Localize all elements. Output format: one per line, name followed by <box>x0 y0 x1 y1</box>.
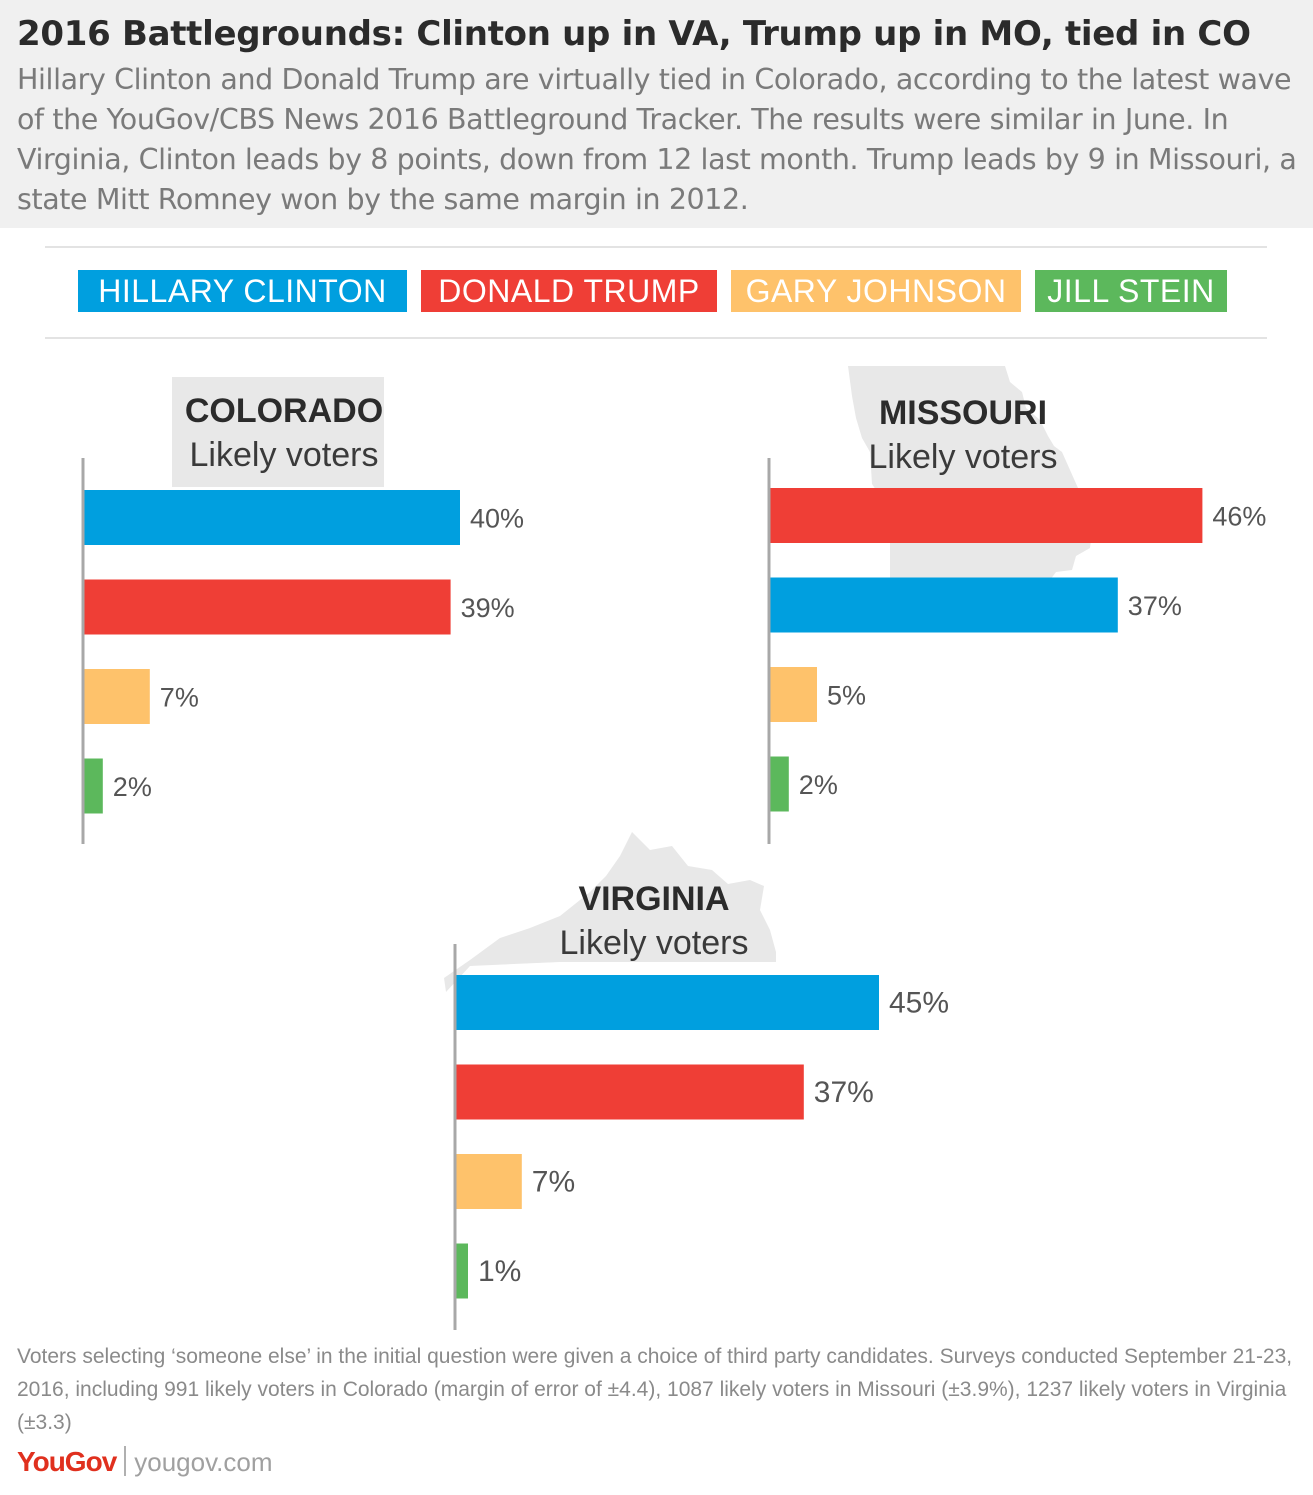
page-title: 2016 Battlegrounds: Clinton up in VA, Tr… <box>17 14 1251 54</box>
divider-bottom <box>45 337 1267 339</box>
value-label-stein: 2% <box>799 770 838 800</box>
value-label-johnson: 7% <box>160 683 199 713</box>
legend-item-trump: DONALD TRUMP <box>421 270 717 312</box>
chart-title: MISSOURI <box>878 394 1048 432</box>
bar-trump <box>84 579 451 635</box>
yougov-logo: YouGov <box>17 1446 117 1477</box>
chart-title: COLORADO <box>184 392 384 430</box>
value-label-trump: 39% <box>461 593 515 623</box>
bar-clinton <box>84 490 460 545</box>
value-label-clinton: 45% <box>889 987 949 1020</box>
chart-title: VIRGINIA <box>578 880 730 918</box>
bar-trump <box>456 1064 804 1120</box>
bar-stein <box>84 758 103 814</box>
brand-url[interactable]: yougov.com <box>134 1447 273 1477</box>
value-label-johnson: 7% <box>532 1166 575 1199</box>
legend-label: JILL STEIN <box>1047 273 1215 309</box>
value-label-trump: 46% <box>1212 502 1266 532</box>
bar-clinton <box>456 975 879 1030</box>
footnote: Voters selecting ‘someone else’ in the i… <box>17 1345 1293 1434</box>
value-label-trump: 37% <box>814 1076 874 1109</box>
legend-label: DONALD TRUMP <box>438 273 700 309</box>
value-label-clinton: 37% <box>1128 591 1182 621</box>
virginia-map-icon <box>444 832 776 992</box>
bar-johnson <box>84 669 150 724</box>
divider-top <box>45 246 1267 248</box>
legend-item-johnson: GARY JOHNSON <box>731 270 1021 312</box>
header-band: 2016 Battlegrounds: Clinton up in VA, Tr… <box>0 0 1313 228</box>
chart-subtitle: Likely voters <box>868 438 1058 476</box>
brand: YouGov yougov.com <box>17 1446 273 1478</box>
value-label-stein: 1% <box>478 1255 521 1288</box>
legend-label: HILLARY CLINTON <box>98 273 387 309</box>
legend-item-stein: JILL STEIN <box>1035 270 1227 312</box>
legend-item-clinton: HILLARY CLINTON <box>78 270 407 312</box>
bar-johnson <box>456 1154 522 1209</box>
bar-stein <box>456 1243 468 1299</box>
value-label-stein: 2% <box>113 772 152 802</box>
page-subtitle: Hillary Clinton and Donald Trump are vir… <box>17 63 1297 216</box>
bar-clinton <box>770 577 1118 633</box>
legend-label: GARY JOHNSON <box>745 273 1007 309</box>
bar-trump <box>770 488 1203 543</box>
value-label-clinton: 40% <box>470 504 524 534</box>
chart-subtitle: Likely voters <box>559 924 749 962</box>
value-label-johnson: 5% <box>827 681 866 711</box>
brand-separator <box>124 1446 127 1476</box>
bar-johnson <box>770 667 817 722</box>
bar-stein <box>770 756 789 812</box>
colorado-map-icon <box>172 377 384 487</box>
chart-subtitle: Likely voters <box>189 436 379 474</box>
